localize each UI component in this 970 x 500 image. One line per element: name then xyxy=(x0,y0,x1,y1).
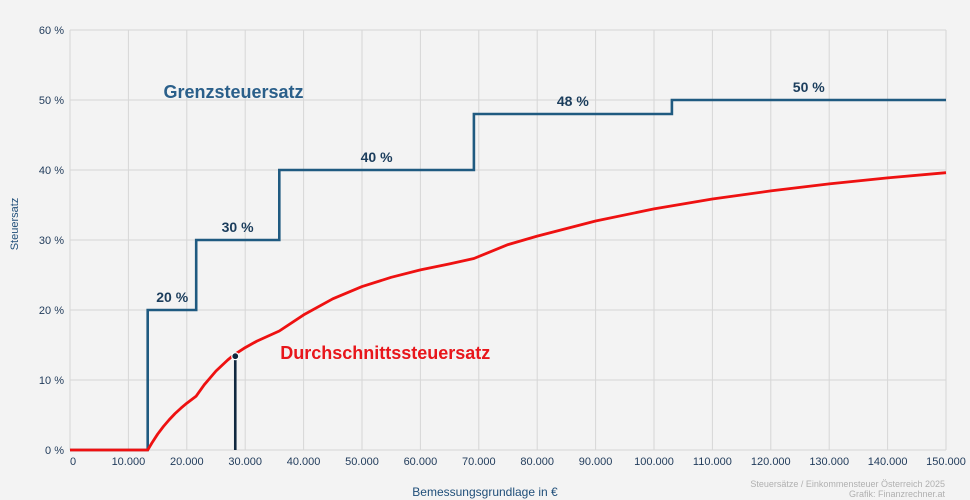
step-rate-label: 50 % xyxy=(793,79,825,95)
x-tick-label: 70.000 xyxy=(462,456,496,468)
y-tick-label: 0 % xyxy=(45,445,64,457)
x-tick-label: 90.000 xyxy=(579,456,613,468)
y-axis-title: Steuersatz xyxy=(9,197,21,251)
credit-text: Steuersätze / Einkommensteuer Österreich… xyxy=(750,479,945,499)
x-tick-label: 150.000 xyxy=(926,456,966,468)
step-rate-label: 20 % xyxy=(156,289,188,305)
x-tick-label: 20.000 xyxy=(170,456,204,468)
x-tick-label: 10.000 xyxy=(112,456,146,468)
x-tick-label: 140.000 xyxy=(868,456,908,468)
x-tick-label: 100.000 xyxy=(634,456,674,468)
step-rate-label: 30 % xyxy=(222,219,254,235)
step-rate-label: 40 % xyxy=(361,149,393,165)
x-tick-label: 30.000 xyxy=(228,456,262,468)
y-tick-label: 50 % xyxy=(39,95,64,107)
x-tick-label: 130.000 xyxy=(809,456,849,468)
marker-point xyxy=(231,352,240,361)
step-rate-label: 48 % xyxy=(557,93,589,109)
axes: 0 10.000 20.000 30.000 40.000 50.000 60.000 70.… xyxy=(39,25,966,468)
y-tick-label: 10 % xyxy=(39,375,64,387)
y-tick-label: 60 % xyxy=(39,25,64,37)
x-tick-label: 40.000 xyxy=(287,456,321,468)
credit-line-1: Steuersätze / Einkommensteuer Österreich… xyxy=(750,479,945,489)
x-tick-label: 0 xyxy=(70,456,76,468)
series-line-durchschnittssteuersatz xyxy=(70,171,947,452)
x-tick-label: 60.000 xyxy=(404,456,438,468)
x-tick-label: 50.000 xyxy=(345,456,379,468)
x-axis-title: Bemessungsgrundlage in € xyxy=(412,485,558,499)
grid xyxy=(69,29,947,451)
y-tick-label: 20 % xyxy=(39,305,64,317)
y-tick-label: 40 % xyxy=(39,165,64,177)
series-label-grenzsteuersatz: Grenzsteuersatz xyxy=(163,82,303,102)
label-layer: 20 % 30 % 40 % 48 % 50 % Grenzsteuersatz Durch… xyxy=(156,79,825,363)
series-layer xyxy=(70,98,947,452)
x-tick-label: 120.000 xyxy=(751,456,791,468)
x-tick-label: 80.000 xyxy=(520,456,554,468)
credit-line-2: Grafik: Finanzrechner.at xyxy=(848,489,945,499)
x-tick-label: 110.000 xyxy=(693,456,732,468)
y-tick-label: 30 % xyxy=(39,235,64,247)
series-line-grenzsteuersatz xyxy=(70,98,946,452)
series-label-durchschnittssteuersatz: Durchschnittssteuersatz xyxy=(280,343,490,363)
